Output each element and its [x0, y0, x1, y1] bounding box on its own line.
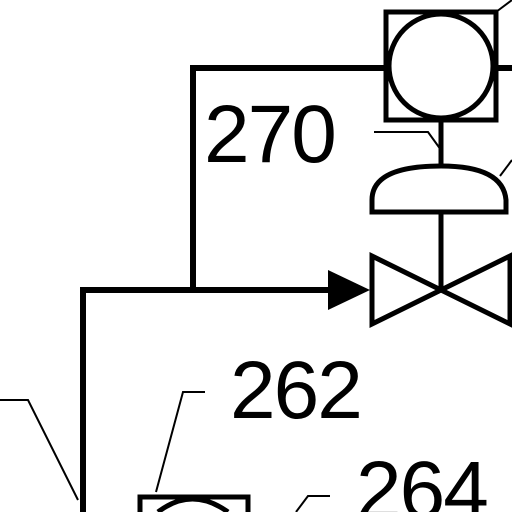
leader-left [0, 399, 79, 501]
actuator-dome-shape [369, 163, 509, 215]
pipe-network [80, 65, 512, 512]
instrument-box-bottom [137, 494, 251, 512]
instrument-circle [386, 11, 496, 121]
instrument-leader [495, 0, 512, 13]
reference-label-270: 270 [204, 89, 335, 180]
valve-right-triangle [435, 252, 512, 328]
actuator-leader [499, 159, 512, 177]
control-valve [369, 251, 512, 329]
instrument-circle-bottom [156, 496, 230, 512]
reference-label-262: 262 [230, 345, 361, 436]
actuator-dome [369, 159, 512, 215]
valve-left-triangle [369, 251, 447, 329]
leader-264 [295, 495, 330, 512]
reference-label-264: 264 [356, 445, 487, 512]
leader-262 [155, 391, 205, 493]
flow-arrow [328, 270, 370, 310]
leader-270 [374, 131, 442, 151]
instrument-box-top [383, 0, 512, 123]
